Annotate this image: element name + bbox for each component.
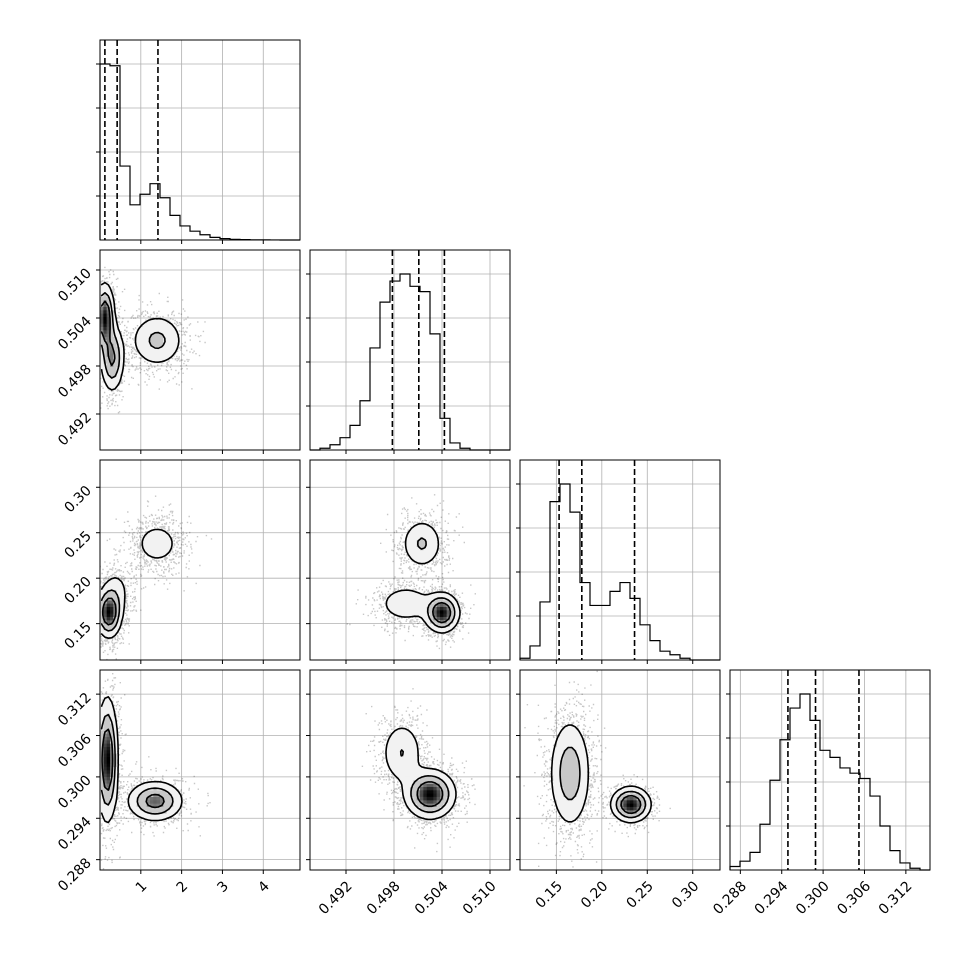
panel-frame <box>519 669 721 871</box>
histogram-bar <box>450 443 460 450</box>
histogram-bar <box>370 348 380 450</box>
histogram-panel-4 <box>726 669 931 874</box>
histogram-bar <box>340 438 350 450</box>
histogram-step <box>310 273 510 451</box>
histogram-bar <box>120 166 130 240</box>
histogram-bar <box>750 852 760 870</box>
contour-line <box>100 696 183 824</box>
scatter-panel-4-2 <box>306 669 511 874</box>
histogram-bar <box>880 826 890 870</box>
histogram-bar <box>640 625 650 660</box>
histogram-bar <box>620 583 630 660</box>
panel-frame <box>309 669 511 871</box>
histogram-bar <box>360 401 370 450</box>
histogram-bar <box>740 861 750 870</box>
histogram-bar <box>160 198 170 240</box>
contour-line <box>559 746 647 819</box>
scatter-panel-4-3 <box>516 669 721 874</box>
panel-frame <box>519 459 721 661</box>
contour-line <box>417 537 456 629</box>
histogram-bar <box>330 445 340 450</box>
histogram-bar <box>400 274 410 450</box>
histogram-bar <box>900 863 910 870</box>
histogram-panel-3 <box>516 459 721 664</box>
histogram-bar <box>180 226 190 240</box>
density-layer <box>346 494 476 650</box>
panel-frame <box>309 249 511 451</box>
histogram-bar <box>660 651 670 660</box>
scatter-panel-4-1 <box>96 669 301 874</box>
histogram-bar <box>110 66 120 240</box>
contour-line <box>100 292 166 379</box>
density-layer <box>100 673 211 870</box>
histogram-bar <box>140 194 150 240</box>
histogram-bar <box>820 750 830 870</box>
histogram-bar <box>170 215 180 240</box>
histogram-bar <box>350 425 360 450</box>
histogram-bar <box>130 205 140 240</box>
histogram-bar <box>430 334 440 450</box>
panel-frame <box>99 39 301 241</box>
histogram-bar <box>770 780 780 870</box>
histogram-bar <box>870 796 880 870</box>
contour-line <box>416 781 444 808</box>
corner-panels: 1 2 3 4 0.492 0.498 0.504 0.510 0.15 0.20 0.25 0.30… <box>55 39 931 918</box>
histogram-bar <box>200 235 210 240</box>
contour-line <box>550 724 652 824</box>
histogram-bar <box>610 591 620 660</box>
density-layer <box>523 670 671 870</box>
panel-frame <box>99 669 301 871</box>
density-layer <box>100 266 206 414</box>
histogram-bar <box>830 757 840 870</box>
panel-frame <box>309 459 511 661</box>
contour-line <box>100 713 174 815</box>
contour-line <box>385 727 457 821</box>
contour-line <box>100 589 121 632</box>
sample-points <box>100 495 213 660</box>
histogram-bar <box>800 694 810 870</box>
panel-frame <box>99 249 301 451</box>
histogram-step <box>519 483 720 661</box>
histogram-bar <box>390 281 400 450</box>
contour-line <box>100 281 180 391</box>
histogram-bar <box>860 778 870 870</box>
histogram-panel-1 <box>96 39 301 244</box>
histogram-bar <box>190 231 200 240</box>
panel-frame <box>99 459 301 661</box>
contour-line <box>399 749 450 813</box>
histogram-bar <box>570 512 580 660</box>
scatter-panel-3-1 <box>96 459 301 664</box>
density-layer <box>361 688 476 853</box>
histogram-bar <box>560 484 570 660</box>
histogram-bar <box>420 292 430 450</box>
contour-line <box>100 528 173 639</box>
scatter-panel-2-1 <box>96 249 301 454</box>
contour-line <box>385 522 461 634</box>
contour-line <box>101 728 165 809</box>
density-layer <box>100 495 213 660</box>
histogram-panel-2 <box>306 249 511 454</box>
histogram-bar <box>600 605 610 660</box>
panel-frame <box>729 669 931 871</box>
histogram-bar <box>650 641 660 660</box>
histogram-bar <box>890 851 900 870</box>
contour-line <box>101 597 117 626</box>
histogram-step <box>729 693 930 871</box>
histogram-bar <box>840 768 850 870</box>
histogram-bar <box>760 824 770 870</box>
histogram-bar <box>380 302 390 450</box>
histogram-bar <box>670 655 680 660</box>
histogram-bar <box>730 866 740 870</box>
contour-line <box>100 300 116 367</box>
histogram-bar <box>530 646 540 660</box>
histogram-bar <box>580 583 590 660</box>
scatter-panel-3-2 <box>306 459 511 664</box>
histogram-bar <box>590 605 600 660</box>
histogram-bar <box>540 602 550 660</box>
contour-line <box>620 794 642 815</box>
contour-line <box>432 601 452 624</box>
histogram-bar <box>790 708 800 870</box>
